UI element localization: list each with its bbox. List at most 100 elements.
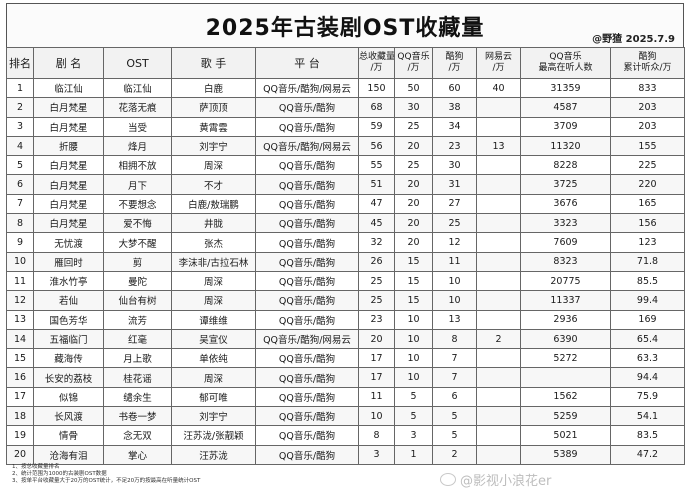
table-row: 10 雁回时剪李沫非/古拉石林 QQ音乐/酷狗 26 15 11 8323 71.8 bbox=[6, 251, 685, 272]
cell-netease bbox=[476, 213, 521, 234]
cell-kugou-listen: 220 bbox=[610, 174, 685, 195]
cell-total: 51 bbox=[358, 174, 395, 195]
cell-drama: 五福临门 bbox=[33, 328, 104, 350]
table-row: 2 白月梵星 花落无痕 萨顶顶 QQ音乐/酷狗 68 30 38 4587 203 bbox=[6, 97, 685, 118]
table-row: 4 折腰 烽月 刘宇宁 QQ音乐/酷狗/网易云 56 20 23 13 11320 155 bbox=[6, 135, 685, 157]
cell-singer: 周深 bbox=[171, 270, 256, 292]
cell-kugou: 31 bbox=[432, 174, 477, 195]
cell-kugou-listen: 203 bbox=[610, 97, 685, 118]
header-kugou-listen: 酷狗 累计听众/万 bbox=[610, 47, 685, 79]
cell-ost: 剪 bbox=[103, 251, 172, 272]
header-ost: OST bbox=[103, 47, 172, 79]
cell-kugou-listen: 123 bbox=[610, 232, 685, 253]
cell-drama: 若仙 bbox=[33, 290, 104, 311]
cell-kugou-listen: 47.2 bbox=[610, 444, 685, 465]
header-singer: 歌 手 bbox=[171, 47, 256, 79]
header-qq: QQ音乐/万 bbox=[394, 47, 433, 79]
cell-kugou: 27 bbox=[432, 193, 477, 215]
cell-drama: 临江仙 bbox=[33, 77, 104, 99]
cell-singer: 汪苏泷/张靓颖 bbox=[171, 425, 256, 446]
cell-platform: QQ音乐/酷狗 bbox=[255, 367, 359, 388]
cell-total: 26 bbox=[358, 251, 395, 272]
cell-rank: 3 bbox=[6, 116, 34, 137]
cell-qq: 15 bbox=[394, 270, 433, 292]
table-row: 20 沧海有泪 掌心 汪苏泷 QQ音乐/酷狗 3 1 2 5389 47.2 bbox=[6, 444, 685, 465]
cell-netease bbox=[476, 193, 521, 215]
cell-platform: QQ音乐/酷狗 bbox=[255, 97, 359, 118]
weibo-icon bbox=[440, 473, 456, 486]
cell-rank: 6 bbox=[6, 174, 34, 195]
footnote: 1、按总收藏量排名 bbox=[12, 464, 60, 470]
cell-total: 11 bbox=[358, 386, 395, 408]
cell-kugou: 12 bbox=[432, 232, 477, 253]
cell-singer: 黄霄雲 bbox=[171, 116, 256, 137]
cell-rank: 14 bbox=[6, 328, 34, 350]
cell-drama: 白月梵星 bbox=[33, 97, 104, 118]
cell-singer: 刘宇宁 bbox=[171, 406, 256, 427]
cell-qq-peak: 5389 bbox=[520, 444, 611, 465]
cell-qq: 10 bbox=[394, 309, 433, 330]
cell-ost: 念无双 bbox=[103, 425, 172, 446]
cell-qq: 50 bbox=[394, 77, 433, 99]
header-netease: 网易云/万 bbox=[476, 47, 521, 79]
cell-ost: 曼陀 bbox=[103, 270, 172, 292]
cell-kugou: 7 bbox=[432, 367, 477, 388]
cell-singer: 张杰 bbox=[171, 232, 256, 253]
cell-qq-peak: 3676 bbox=[520, 193, 611, 215]
cell-ost: 红毫 bbox=[103, 328, 172, 350]
cell-singer: 白鹿/敖瑞鹏 bbox=[171, 193, 256, 215]
cell-kugou: 13 bbox=[432, 309, 477, 330]
cell-kugou-listen: 203 bbox=[610, 116, 685, 137]
cell-ost: 仙台有树 bbox=[103, 290, 172, 311]
table-row: 17 似锦 缱余生 郁可唯 QQ音乐/酷狗 11 5 6 1562 75.9 bbox=[6, 386, 685, 408]
cell-drama: 无忧渡 bbox=[33, 232, 104, 253]
cell-qq: 10 bbox=[394, 328, 433, 350]
cell-drama: 雁回时 bbox=[33, 251, 104, 272]
cell-kugou-listen: 75.9 bbox=[610, 386, 685, 408]
cell-ost: 桂花谣 bbox=[103, 367, 172, 388]
cell-kugou: 5 bbox=[432, 425, 477, 446]
cell-qq: 20 bbox=[394, 174, 433, 195]
cell-netease bbox=[476, 367, 521, 388]
cell-total: 25 bbox=[358, 270, 395, 292]
cell-rank: 5 bbox=[6, 155, 34, 176]
table-row: 3 白月梵星 当受 黄霄雲 QQ音乐/酷狗 59 25 34 3709 203 bbox=[6, 116, 685, 137]
cell-netease bbox=[476, 251, 521, 272]
cell-platform: QQ音乐/酷狗 bbox=[255, 386, 359, 408]
table-row: 1 临江仙 临江仙 白鹿 QQ音乐/酷狗/网易云 150 50 60 40 31359 833 bbox=[6, 77, 685, 99]
footnotes: 1、按总收藏量排名 2、统计范围为1000的古装剧OST数据 3、按单平台收藏量… bbox=[12, 464, 200, 485]
author-credit: @野猹 2025.7.9 bbox=[592, 34, 675, 45]
watermark-text: @影视小浪花er bbox=[460, 474, 552, 489]
cell-rank: 11 bbox=[6, 270, 34, 292]
cell-total: 23 bbox=[358, 309, 395, 330]
cell-netease bbox=[476, 97, 521, 118]
cell-kugou: 5 bbox=[432, 406, 477, 427]
cell-rank: 12 bbox=[6, 290, 34, 311]
cell-total: 56 bbox=[358, 135, 395, 157]
cell-singer: 李沫非/古拉石林 bbox=[171, 251, 256, 272]
cell-qq-peak: 2936 bbox=[520, 309, 611, 330]
cell-qq-peak: 5259 bbox=[520, 406, 611, 427]
cell-ost: 月上歌 bbox=[103, 348, 172, 369]
header-drama: 剧 名 bbox=[33, 47, 104, 79]
cell-kugou-listen: 155 bbox=[610, 135, 685, 157]
cell-platform: QQ音乐/酷狗 bbox=[255, 309, 359, 330]
cell-drama: 似锦 bbox=[33, 386, 104, 408]
cell-qq-peak: 5272 bbox=[520, 348, 611, 369]
cell-platform: QQ音乐/酷狗/网易云 bbox=[255, 328, 359, 350]
cell-platform: QQ音乐/酷狗 bbox=[255, 213, 359, 234]
cell-qq: 1 bbox=[394, 444, 433, 465]
cell-qq: 15 bbox=[394, 251, 433, 272]
watermark: @影视小浪花er bbox=[440, 470, 551, 489]
cell-netease bbox=[476, 386, 521, 408]
cell-singer: 谭维维 bbox=[171, 309, 256, 330]
cell-qq-peak: 4587 bbox=[520, 97, 611, 118]
cell-qq: 10 bbox=[394, 367, 433, 388]
cell-rank: 9 bbox=[6, 232, 34, 253]
cell-kugou: 10 bbox=[432, 290, 477, 311]
cell-total: 17 bbox=[358, 367, 395, 388]
cell-singer: 周深 bbox=[171, 155, 256, 176]
cell-kugou: 38 bbox=[432, 97, 477, 118]
cell-qq-peak: 11320 bbox=[520, 135, 611, 157]
cell-platform: QQ音乐/酷狗 bbox=[255, 444, 359, 465]
